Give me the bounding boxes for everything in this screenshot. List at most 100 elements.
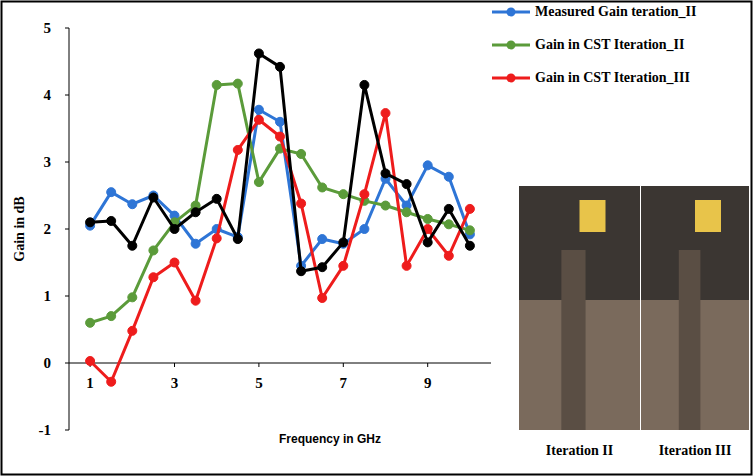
series-point [402, 180, 411, 189]
photo-background [519, 186, 640, 430]
series-point [149, 246, 158, 255]
x-tick [343, 363, 344, 367]
series-point [465, 241, 474, 250]
series-point [128, 293, 137, 302]
photo-caption: Iteration II [546, 443, 613, 458]
series-point [423, 214, 432, 223]
x-tick [174, 363, 175, 367]
series-point [318, 235, 327, 244]
outer-frame [2, 2, 752, 475]
y-tick-label: 1 [44, 288, 52, 304]
legend-label: Measured Gain teration_II [535, 4, 697, 19]
photo-antenna [580, 200, 606, 232]
legend-marker [507, 41, 516, 50]
legend-label-line: Measured Gain teration_II [535, 4, 697, 19]
series-group [86, 49, 475, 386]
x-tick-label: 5 [255, 375, 263, 391]
series-point [86, 218, 95, 227]
y-tick-label: 5 [44, 20, 52, 36]
y-tick [65, 229, 69, 230]
x-tick-label: 1 [86, 375, 94, 391]
series-point [191, 239, 200, 248]
y-axis-title: Gain in dB [12, 196, 27, 261]
series-point [444, 251, 453, 260]
series-point [254, 178, 263, 187]
x-tick-label: 3 [171, 375, 179, 391]
photo-background [641, 186, 749, 430]
series-point [297, 267, 306, 276]
series-point [191, 296, 200, 305]
photo [641, 186, 749, 430]
photo-stand [679, 250, 701, 430]
legend-label: Gain in CST Iteration_III [535, 70, 690, 85]
series-line [90, 110, 470, 266]
legend-marker [507, 8, 516, 17]
series-point [318, 294, 327, 303]
series-point [233, 79, 242, 88]
x-axis-title: Frequency in GHz [279, 432, 381, 446]
series-point [254, 115, 263, 124]
legend-label-line: Gain in CST Iteration_II [535, 37, 685, 52]
series-point [381, 201, 390, 210]
series-point [107, 312, 116, 321]
series-line [90, 53, 470, 271]
x-tick [258, 363, 259, 367]
series-point [212, 80, 221, 89]
series-point [339, 261, 348, 270]
series-point [254, 49, 263, 58]
y-tick [65, 28, 69, 29]
photo-stand [561, 250, 585, 430]
series-line [90, 113, 470, 382]
series-point [212, 234, 221, 243]
series-point [128, 200, 137, 209]
y-tick-label: 0 [44, 355, 52, 371]
series-point [276, 62, 285, 71]
series-point [444, 204, 453, 213]
series-point [465, 204, 474, 213]
photo [519, 186, 640, 430]
y-tick [65, 162, 69, 163]
series-point [233, 145, 242, 154]
photo-antenna [695, 200, 721, 232]
series-point [339, 238, 348, 247]
series-point [254, 105, 263, 114]
x-tick-label: 9 [424, 375, 432, 391]
series-point [276, 132, 285, 141]
series-point [107, 377, 116, 386]
series-point [318, 183, 327, 192]
series-point [297, 149, 306, 158]
photo-caption: Iteration III [659, 443, 732, 458]
series-point [381, 109, 390, 118]
series-point [423, 238, 432, 247]
series-point [360, 190, 369, 199]
series-point [212, 194, 221, 203]
legend-label: Gain in CST Iteration_II [535, 37, 685, 52]
series-point [423, 161, 432, 170]
series-point [86, 356, 95, 365]
chart-root: -101234513579Gain in dBFrequency in GHzM… [0, 0, 753, 476]
series-point [339, 190, 348, 199]
series-point [128, 326, 137, 335]
series-point [170, 225, 179, 234]
y-tick [65, 363, 69, 364]
legend-label-line: Gain in CST Iteration_III [535, 70, 690, 85]
series-point [465, 226, 474, 235]
series-point [276, 117, 285, 126]
series-point [444, 220, 453, 229]
series-point [233, 235, 242, 244]
series-point [128, 241, 137, 250]
series-point [297, 199, 306, 208]
y-tick [65, 95, 69, 96]
series-point [149, 273, 158, 282]
series-point [402, 261, 411, 270]
series-point [381, 169, 390, 178]
series-point [318, 263, 327, 272]
y-tick [65, 296, 69, 297]
series-point [402, 208, 411, 217]
x-tick-label: 7 [340, 375, 348, 391]
y-tick-label: 3 [44, 154, 52, 170]
series-point [170, 258, 179, 267]
series-point [360, 80, 369, 89]
series-point [107, 216, 116, 225]
y-tick-label: 2 [44, 221, 52, 237]
